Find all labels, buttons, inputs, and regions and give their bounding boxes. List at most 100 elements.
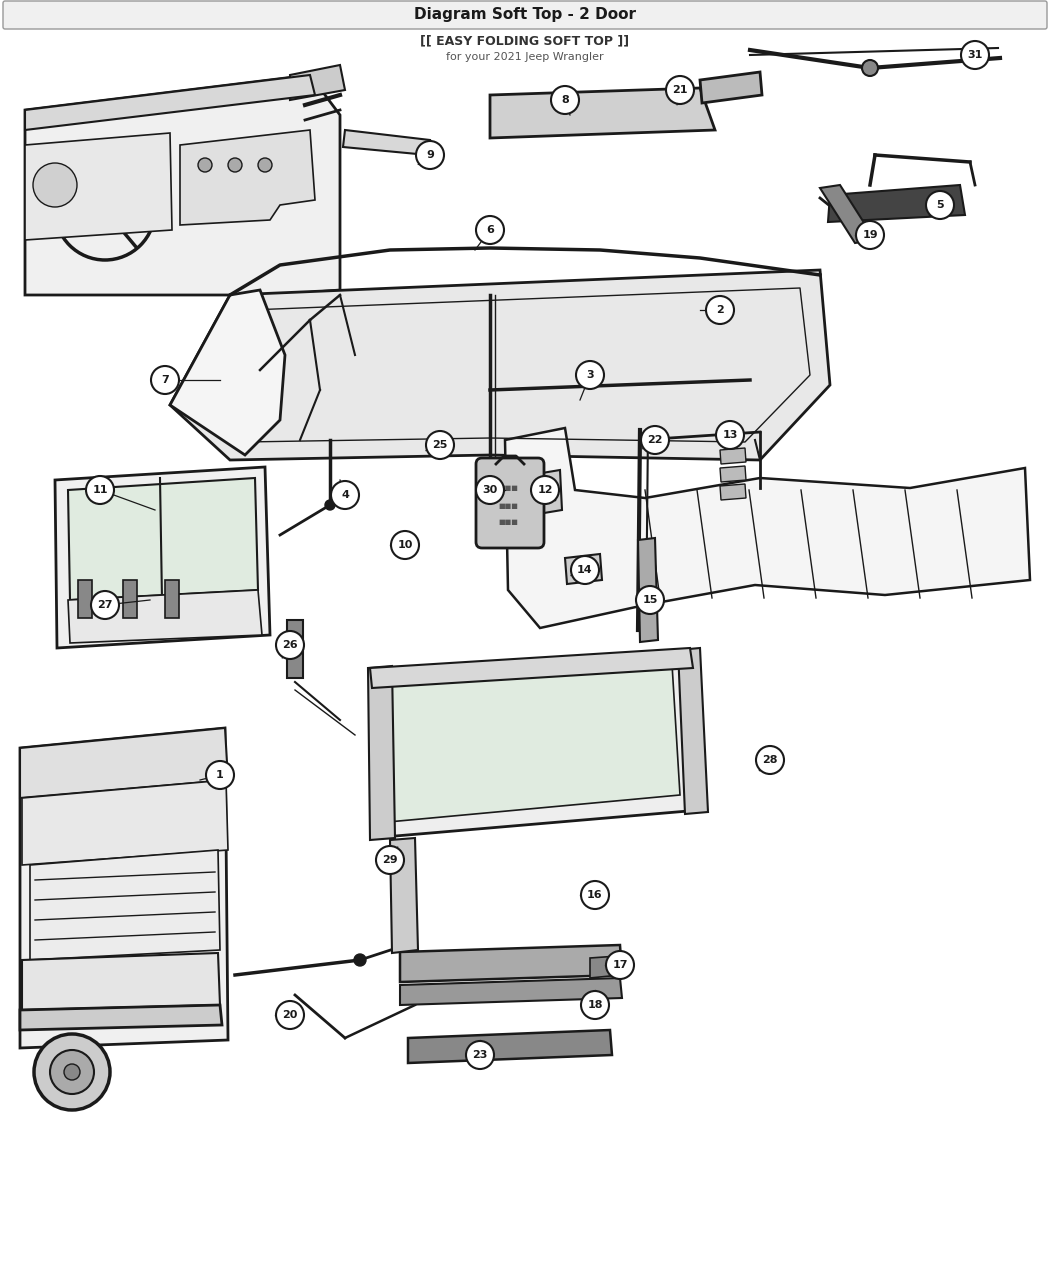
Circle shape bbox=[426, 431, 454, 459]
Polygon shape bbox=[828, 185, 965, 222]
Polygon shape bbox=[700, 71, 762, 103]
Text: 5: 5 bbox=[937, 200, 944, 210]
Text: 25: 25 bbox=[433, 440, 447, 450]
Polygon shape bbox=[180, 130, 315, 224]
Circle shape bbox=[354, 954, 366, 966]
Polygon shape bbox=[25, 75, 340, 295]
Circle shape bbox=[391, 530, 419, 558]
Circle shape bbox=[206, 761, 234, 789]
Polygon shape bbox=[68, 590, 262, 643]
Text: 26: 26 bbox=[282, 640, 298, 650]
Circle shape bbox=[706, 296, 734, 324]
Circle shape bbox=[326, 500, 335, 510]
Text: 27: 27 bbox=[98, 601, 112, 609]
Polygon shape bbox=[390, 838, 418, 952]
Polygon shape bbox=[400, 978, 622, 1005]
Circle shape bbox=[228, 158, 242, 172]
Polygon shape bbox=[20, 728, 228, 798]
Text: ■■■: ■■■ bbox=[498, 519, 518, 525]
Polygon shape bbox=[25, 75, 315, 130]
Polygon shape bbox=[720, 465, 746, 482]
Polygon shape bbox=[530, 470, 562, 515]
Text: 13: 13 bbox=[722, 430, 738, 440]
Polygon shape bbox=[20, 728, 228, 1048]
Circle shape bbox=[636, 586, 664, 615]
Polygon shape bbox=[30, 850, 220, 960]
Polygon shape bbox=[368, 666, 395, 840]
Text: 2: 2 bbox=[716, 305, 723, 315]
Polygon shape bbox=[22, 780, 228, 864]
Circle shape bbox=[91, 592, 119, 618]
Text: 31: 31 bbox=[967, 50, 983, 60]
Text: 12: 12 bbox=[538, 484, 552, 495]
Circle shape bbox=[258, 158, 272, 172]
Polygon shape bbox=[170, 270, 830, 460]
Polygon shape bbox=[720, 484, 746, 500]
Text: ■■■: ■■■ bbox=[498, 504, 518, 509]
Polygon shape bbox=[370, 648, 693, 689]
Text: 3: 3 bbox=[586, 370, 594, 380]
Text: 17: 17 bbox=[612, 960, 628, 970]
Polygon shape bbox=[343, 130, 430, 156]
Bar bbox=[287, 620, 303, 678]
Text: 10: 10 bbox=[397, 541, 413, 550]
Polygon shape bbox=[55, 467, 270, 648]
Circle shape bbox=[276, 631, 304, 659]
Text: 11: 11 bbox=[92, 484, 108, 495]
Circle shape bbox=[716, 421, 744, 449]
Circle shape bbox=[198, 158, 212, 172]
Polygon shape bbox=[370, 650, 700, 838]
Circle shape bbox=[476, 476, 504, 504]
Circle shape bbox=[666, 76, 694, 105]
Polygon shape bbox=[720, 448, 746, 464]
Circle shape bbox=[34, 1034, 110, 1111]
Text: 29: 29 bbox=[382, 856, 398, 864]
Text: 1: 1 bbox=[216, 770, 224, 780]
Polygon shape bbox=[400, 945, 622, 982]
Polygon shape bbox=[638, 538, 658, 643]
Bar bbox=[165, 580, 178, 618]
Text: 22: 22 bbox=[647, 435, 663, 445]
Polygon shape bbox=[20, 1005, 222, 1030]
Circle shape bbox=[64, 1065, 80, 1080]
Polygon shape bbox=[22, 952, 220, 1010]
Circle shape bbox=[87, 193, 123, 228]
Text: for your 2021 Jeep Wrangler: for your 2021 Jeep Wrangler bbox=[446, 52, 604, 62]
Text: 9: 9 bbox=[426, 150, 434, 159]
Text: 4: 4 bbox=[341, 490, 349, 500]
Circle shape bbox=[576, 361, 604, 389]
Polygon shape bbox=[68, 478, 258, 601]
Polygon shape bbox=[678, 648, 708, 813]
Text: 30: 30 bbox=[482, 484, 498, 495]
Circle shape bbox=[466, 1040, 493, 1068]
Polygon shape bbox=[290, 65, 345, 99]
FancyBboxPatch shape bbox=[476, 458, 544, 548]
Bar bbox=[123, 580, 136, 618]
Circle shape bbox=[581, 881, 609, 909]
Circle shape bbox=[581, 991, 609, 1019]
Polygon shape bbox=[408, 1030, 612, 1063]
Circle shape bbox=[862, 60, 878, 76]
FancyBboxPatch shape bbox=[3, 1, 1047, 29]
Circle shape bbox=[961, 41, 989, 69]
Circle shape bbox=[606, 951, 634, 979]
Text: [[ EASY FOLDING SOFT TOP ]]: [[ EASY FOLDING SOFT TOP ]] bbox=[420, 34, 630, 47]
Circle shape bbox=[33, 163, 77, 207]
Polygon shape bbox=[170, 289, 285, 455]
Circle shape bbox=[551, 85, 579, 113]
Bar bbox=[78, 580, 92, 618]
Text: 19: 19 bbox=[862, 230, 878, 240]
Circle shape bbox=[331, 481, 359, 509]
Circle shape bbox=[476, 215, 504, 244]
Text: 18: 18 bbox=[587, 1000, 603, 1010]
Polygon shape bbox=[590, 956, 619, 978]
Polygon shape bbox=[565, 555, 602, 584]
Text: 14: 14 bbox=[578, 565, 593, 575]
Circle shape bbox=[276, 1001, 304, 1029]
Circle shape bbox=[50, 1051, 94, 1094]
Text: 8: 8 bbox=[561, 96, 569, 105]
Circle shape bbox=[531, 476, 559, 504]
Text: 23: 23 bbox=[472, 1051, 487, 1060]
Polygon shape bbox=[385, 664, 680, 822]
Circle shape bbox=[416, 142, 444, 170]
